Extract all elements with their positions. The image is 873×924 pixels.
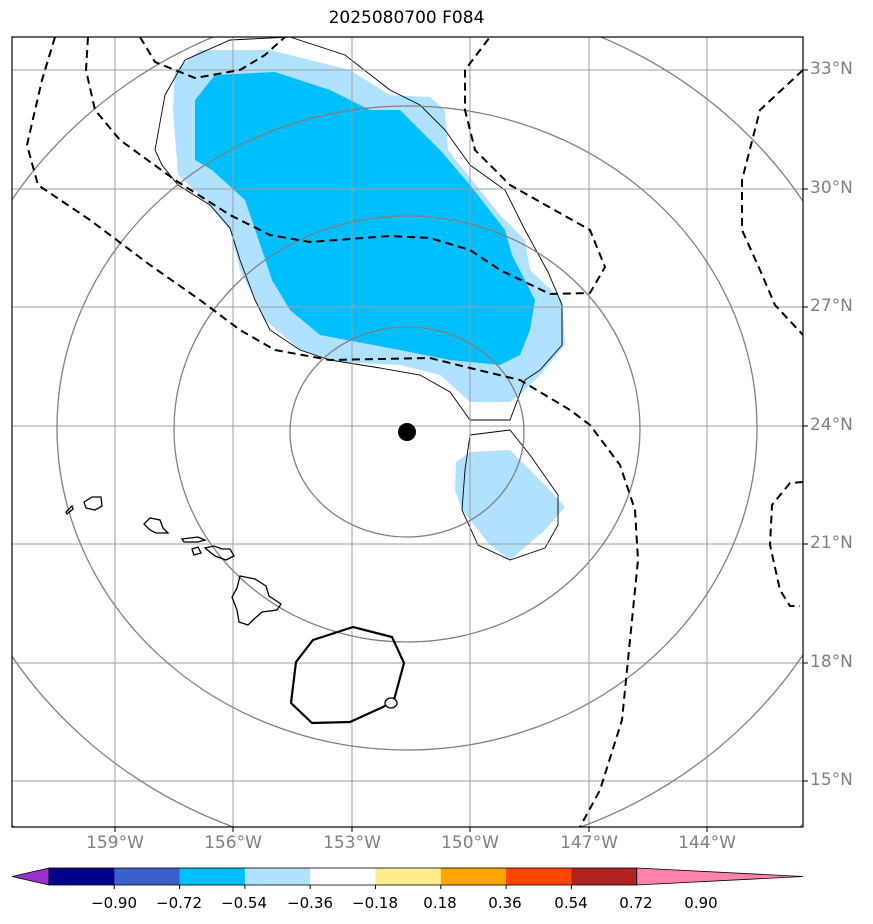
lon-label-147w: 147°W [560,833,618,853]
colorbar [11,867,804,889]
colorbar-segment [244,868,311,885]
island-molokai [180,536,207,543]
colorbar-segment [179,868,246,885]
colorbar-segment [114,868,181,885]
lat-label-24n: 24°N [810,415,853,435]
colorbar-tick-label: 0.36 [488,894,522,912]
lat-label-33n: 33°N [810,59,853,79]
colorbar-extend-low [11,867,50,886]
colorbar-segment [571,868,638,885]
island-oahu [143,517,170,534]
colorbar-tick-label: −0.36 [287,894,333,912]
lat-label-27n: 27°N [810,296,853,316]
map-frame [11,36,804,828]
lat-label-15n: 15°N [810,770,853,790]
island-kauai [83,496,103,511]
lon-label-159w: 159°W [86,833,144,853]
anomaly-blue-region [195,72,535,365]
colorbar-tick-label: 0.72 [619,894,653,912]
lon-label-156w: 156°W [204,833,262,853]
lon-label-150w: 150°W [441,833,499,853]
island-maui [203,545,235,561]
anomaly-light-blue-patch [455,450,565,560]
lon-label-144w: 144°W [678,833,736,853]
storm-center-marker [398,423,416,441]
colorbar-segment [440,868,507,885]
colorbar-segment [49,868,115,885]
island-hawaii [231,575,282,626]
colorbar-tick-label: −0.54 [221,894,267,912]
map-title: 2025080700 F084 [328,8,485,28]
lat-label-18n: 18°N [810,652,853,672]
colorbar-segment [506,868,572,885]
lon-label-153w: 153°W [323,833,381,853]
colorbar-border [48,867,638,886]
island-niihau [65,504,74,516]
lat-label-21n: 21°N [810,533,853,553]
lat-label-30n: 30°N [810,178,853,198]
colorbar-tick-label: −0.90 [91,894,137,912]
colorbar-tick-label: −0.72 [156,894,202,912]
colorbar-tick-label: 0.18 [423,894,457,912]
island-lanai [191,546,202,556]
colorbar-tick-label: −0.18 [352,894,398,912]
colorbar-segment [310,868,376,885]
colorbar-segment [375,868,442,885]
small-marker-ring [384,697,398,709]
colorbar-extend-high [636,867,804,886]
colorbar-tick-label: 0.90 [684,894,718,912]
colorbar-tick-label: 0.54 [554,894,588,912]
